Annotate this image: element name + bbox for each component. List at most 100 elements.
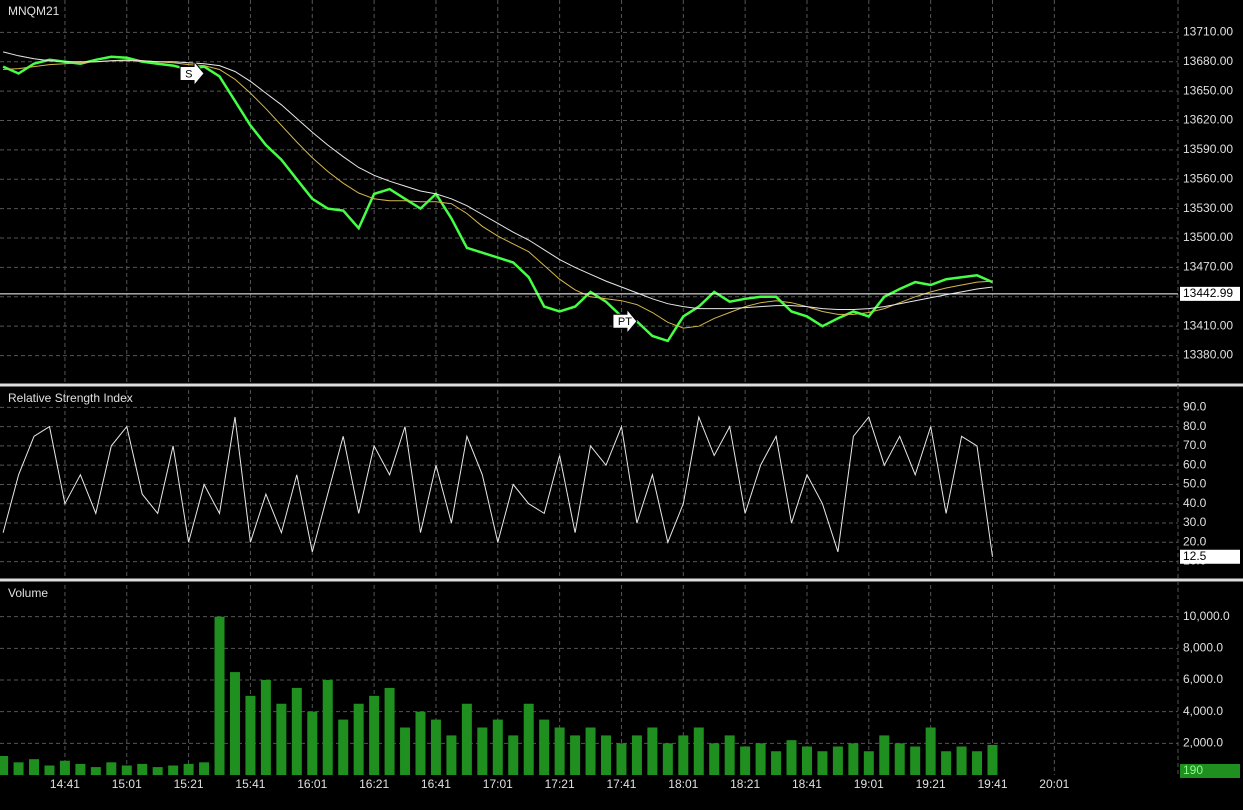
volume-bar [446,735,457,775]
y-tick-label: 40.0 [1183,496,1207,510]
last-value-box [1180,764,1240,778]
volume-bar [260,680,271,775]
x-tick-label: 17:01 [483,777,513,791]
x-tick-label: 17:41 [606,777,636,791]
y-tick-label: 13470.00 [1183,260,1233,274]
x-tick-label: 15:41 [235,777,265,791]
volume-bar [972,751,983,775]
volume-bar [956,746,967,775]
x-tick-label: 14:41 [50,777,80,791]
volume-bar [461,703,472,775]
volume-bar [353,703,364,775]
volume-bar [152,767,163,775]
y-tick-label: 8,000.0 [1183,641,1223,655]
x-tick-label: 18:01 [668,777,698,791]
volume-bar [415,711,426,775]
y-tick-label: 13530.00 [1183,201,1233,215]
volume-bar [693,727,704,775]
volume-bar [168,765,179,775]
series-line [2,55,994,343]
x-tick-label: 19:21 [916,777,946,791]
volume-bar [369,695,380,775]
series-line [2,51,993,310]
volume-bar [631,735,642,775]
volume-bar [44,765,55,775]
volume-bar [384,687,395,775]
volume-bar [863,751,874,775]
panel-title: Volume [8,586,48,600]
volume-bar [910,746,921,775]
x-tick-label: 18:21 [730,777,760,791]
volume-bar [276,703,287,775]
volume-bar [987,744,998,775]
volume-bar [229,672,240,775]
volume-bar [801,746,812,775]
last-value-label: 12.5 [1183,549,1207,563]
volume-bar [59,760,70,775]
volume-bar [291,687,302,775]
y-tick-label: 13620.00 [1183,113,1233,127]
y-tick-label: 13650.00 [1183,83,1233,97]
x-tick-label: 17:21 [545,777,575,791]
volume-bar [848,743,859,775]
volume-bar [585,727,596,775]
last-value-box [1180,549,1240,564]
y-tick-label: 80.0 [1183,419,1207,433]
volume-bar [106,762,117,775]
volume-bar [508,735,519,775]
volume-bar [941,751,952,775]
volume-bar [322,680,333,775]
x-tick-label: 19:01 [854,777,884,791]
volume-bar [199,762,210,775]
signal-arrow [179,60,205,87]
volume-bar [786,740,797,775]
volume-bar [121,765,132,775]
y-tick-label: 13500.00 [1183,230,1233,244]
volume-bar [492,719,503,775]
y-tick-label: 2,000.0 [1183,736,1223,750]
y-tick-label: 50.0 [1183,477,1207,491]
volume-bar [740,746,751,775]
y-tick-label: 20.0 [1183,534,1207,548]
x-tick-label: 16:41 [421,777,451,791]
signal-label: PT [618,316,632,328]
volume-bar [523,703,534,775]
volume-bar [771,751,782,775]
volume-bar [13,762,24,775]
volume-bar [601,735,612,775]
y-tick-label: 13710.00 [1183,24,1233,38]
y-tick-label: 13590.00 [1183,142,1233,156]
signal-arrow [612,307,638,335]
volume-bar [925,727,936,775]
volume-bar [29,759,40,775]
y-tick-label: 70.0 [1183,438,1207,452]
volume-bar [554,727,565,775]
series-line [2,415,993,557]
x-tick-label: 15:01 [112,777,142,791]
volume-bar [400,727,411,775]
volume-bar [817,751,828,775]
series-line [3,59,993,329]
panel-title: Relative Strength Index [8,391,133,405]
last-value-label: 190 [1183,763,1203,777]
y-tick-label: 90.0 [1183,400,1207,414]
volume-bar [832,746,843,775]
x-tick-label: 15:21 [174,777,204,791]
volume-bar [647,727,658,775]
volume-bar [709,743,720,775]
y-tick-label: 6,000.0 [1183,672,1223,686]
x-tick-label: 19:41 [977,777,1007,791]
x-tick-label: 16:21 [359,777,389,791]
volume-bar [570,735,581,775]
volume-bar [616,743,627,775]
y-tick-label: 10,000.0 [1183,609,1230,623]
volume-bar [879,735,890,775]
volume-bar [724,735,735,775]
last-value-label: 13442.99 [1183,286,1233,300]
x-tick-label: 16:01 [297,777,327,791]
volume-bar [90,767,101,775]
volume-bar [477,727,488,775]
volume-bar [214,616,225,775]
volume-bar [894,743,905,775]
